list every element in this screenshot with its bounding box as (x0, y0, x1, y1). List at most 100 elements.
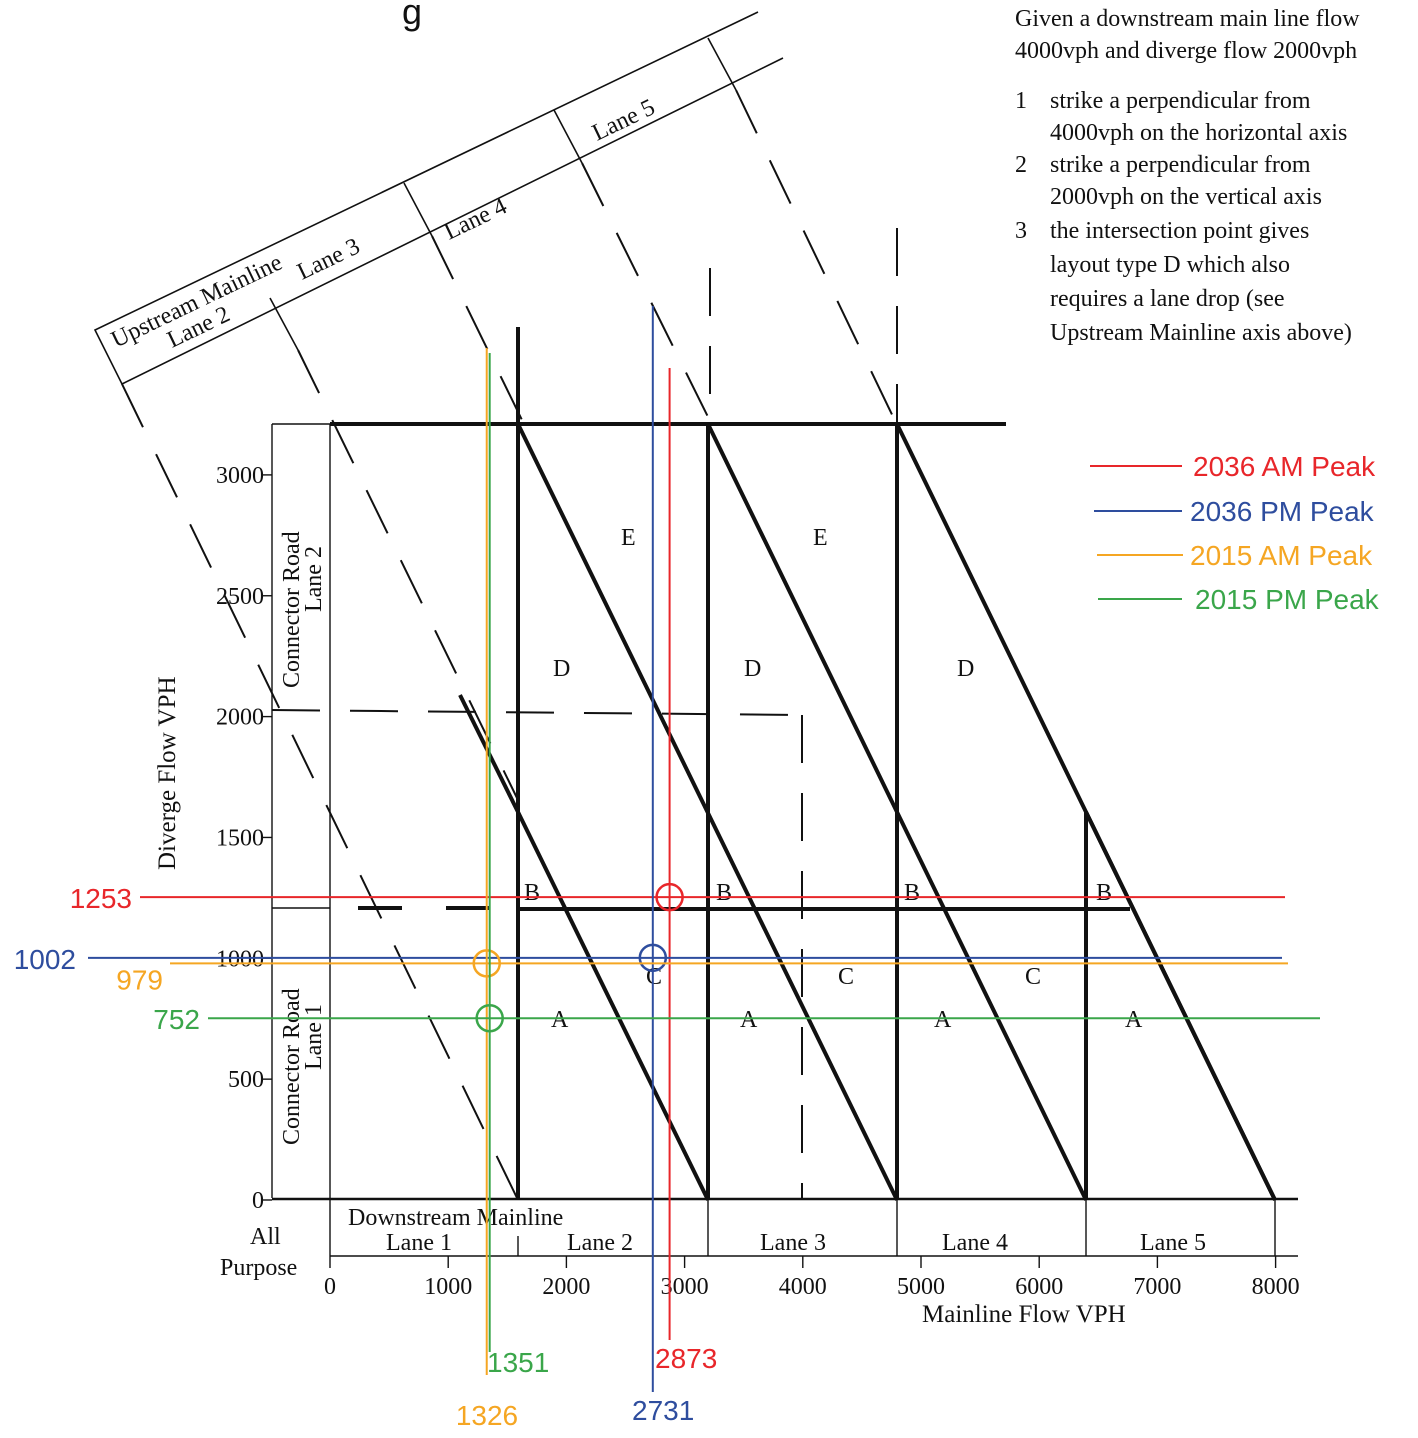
zone-label-A: A (740, 1007, 758, 1033)
x-tick-label: 3000 (661, 1274, 709, 1300)
upstream-divider (269, 297, 299, 351)
zone-labels: E E D D D B B B B C C C A A A A (524, 525, 1143, 1033)
scenario-diverge-label: 752 (153, 1004, 200, 1035)
all-purpose-label-line2: Purpose (220, 1255, 297, 1281)
downstream-lane-1: Lane 1 (386, 1230, 452, 1256)
instructions-intro-line1: Given a downstream main line flow (1015, 6, 1360, 32)
y-tick-label: 3000 (216, 463, 264, 489)
step-1-line2: 4000vph on the horizontal axis (1050, 120, 1347, 146)
connector-lane1-line1: Connector Road (279, 988, 305, 1145)
step-2-line2: 2000vph on the vertical axis (1050, 184, 1322, 210)
legend-label-2036-pm: 2036 PM Peak (1190, 496, 1375, 527)
x-tick-label: 1000 (424, 1274, 472, 1300)
step-2-number: 2 (1015, 152, 1027, 178)
projection-line (121, 383, 519, 1201)
downstream-lane-3: Lane 3 (760, 1230, 826, 1256)
y-axis-ticks: 0 500 1000 1500 2000 2500 3000 (216, 463, 272, 1214)
connector-lane1-line2: Lane 1 (301, 1004, 327, 1070)
zone-label-B: B (1096, 880, 1112, 906)
legend-label-2036-am: 2036 AM Peak (1193, 451, 1376, 482)
upstream-lane-4: Lane 4 (440, 193, 511, 245)
x-axis-title: Mainline Flow VPH (922, 1301, 1126, 1328)
scenario-mainline-label: 2731 (632, 1395, 694, 1426)
upstream-divider (707, 37, 737, 91)
upstream-axis-outline (93, 11, 784, 386)
y-tick-label: 2500 (216, 584, 264, 610)
connector-lane2-line1: Connector Road (279, 531, 305, 688)
zone-label-A: A (934, 1007, 952, 1033)
y-tick-label: 500 (228, 1067, 264, 1093)
step-1-number: 1 (1015, 88, 1027, 114)
axis-frame (271, 423, 1298, 1257)
step-2-line1: strike a perpendicular from (1050, 152, 1311, 178)
zone-label-B: B (904, 880, 920, 906)
scenario-intersection-marker (472, 949, 501, 978)
downstream-title: Downstream Mainline (348, 1205, 563, 1231)
title-fragment: g (402, 0, 422, 32)
upstream-divider (553, 109, 583, 164)
projection-line (297, 349, 519, 801)
upstream-mainline-axis: Upstream Mainline Lane 2 Lane 3 Lane 4 L… (93, 11, 784, 386)
scenario-mainline-label: 1351 (487, 1347, 549, 1378)
scenario-intersection-marker (475, 1003, 504, 1033)
step-3-number: 3 (1015, 218, 1027, 244)
scenario-mainline-label: 2873 (655, 1343, 717, 1374)
x-tick-label: 8000 (1252, 1274, 1300, 1300)
projection-line (735, 89, 898, 426)
y-tick-label: 0 (252, 1188, 264, 1214)
scenario-diverge-label: 1253 (70, 883, 132, 914)
instructions-intro-line2: 4000vph and diverge flow 2000vph (1015, 38, 1357, 64)
diagonal-boundary (516, 423, 899, 1201)
downstream-dividers (517, 1200, 1276, 1256)
y-tick-label: 2000 (216, 705, 264, 731)
zone-label-E: E (813, 525, 828, 551)
zone-label-D: D (957, 656, 974, 682)
zone-label-C: C (838, 964, 854, 990)
example-diverge-dash (271, 709, 803, 716)
all-purpose-label-line1: All (250, 1224, 281, 1250)
scenario-lines: 1253 2873 1002 2731 979 1326 752 1351 (14, 306, 1320, 1431)
x-axis-ticks: 0 1000 2000 3000 4000 5000 6000 7000 8000 (324, 1256, 1300, 1300)
step-3-line3: requires a lane drop (see (1050, 286, 1285, 312)
zone-label-B: B (524, 880, 540, 906)
upstream-divider (403, 182, 433, 237)
scenario-mainline-label: 1326 (456, 1400, 518, 1431)
upstream-lane-3: Lane 3 (293, 233, 364, 285)
zone-label-C: C (1025, 964, 1041, 990)
y-tick-label: 1000 (216, 946, 264, 972)
y-axis-title: Diverge Flow VPH (154, 676, 181, 870)
downstream-lane-5: Lane 5 (1140, 1230, 1206, 1256)
step-3-line4: Upstream Mainline axis above) (1050, 320, 1352, 346)
zone-label-B: B (716, 880, 732, 906)
step-1-line1: strike a perpendicular from (1050, 88, 1311, 114)
legend: 2036 AM Peak 2036 PM Peak 2015 AM Peak 2… (1090, 451, 1380, 615)
diagonal-boundary (1084, 811, 1277, 1201)
zone-label-A: A (551, 1007, 569, 1033)
downstream-lane-4: Lane 4 (942, 1230, 1008, 1256)
step-3-line2: layout type D which also (1050, 252, 1290, 278)
x-tick-label: 7000 (1133, 1274, 1181, 1300)
zone-label-D: D (553, 656, 570, 682)
x-tick-label: 0 (324, 1274, 336, 1300)
upstream-lane-5: Lane 5 (588, 94, 659, 146)
projection-line (431, 235, 523, 421)
y-tick-label: 1500 (216, 825, 264, 851)
connector-lane2-line2: Lane 2 (301, 546, 327, 612)
x-tick-label: 5000 (897, 1274, 945, 1300)
scenario-diverge-label: 979 (116, 964, 163, 995)
step-3-line1: the intersection point gives (1050, 218, 1309, 244)
legend-label-2015-pm: 2015 PM Peak (1195, 584, 1380, 615)
diagonal-boundary (706, 423, 1088, 1201)
zone-label-D: D (744, 656, 761, 682)
legend-label-2015-am: 2015 AM Peak (1190, 540, 1373, 571)
x-tick-label: 2000 (542, 1274, 590, 1300)
scenario-intersection-marker (655, 882, 684, 912)
zone-label-E: E (621, 525, 636, 551)
diagonal-boundary (516, 811, 710, 1201)
projection-dashes (121, 89, 898, 1201)
x-tick-label: 4000 (779, 1274, 827, 1300)
instructions: Given a downstream main line flow 4000vp… (1015, 6, 1360, 346)
scenario-intersection-marker (638, 943, 668, 973)
